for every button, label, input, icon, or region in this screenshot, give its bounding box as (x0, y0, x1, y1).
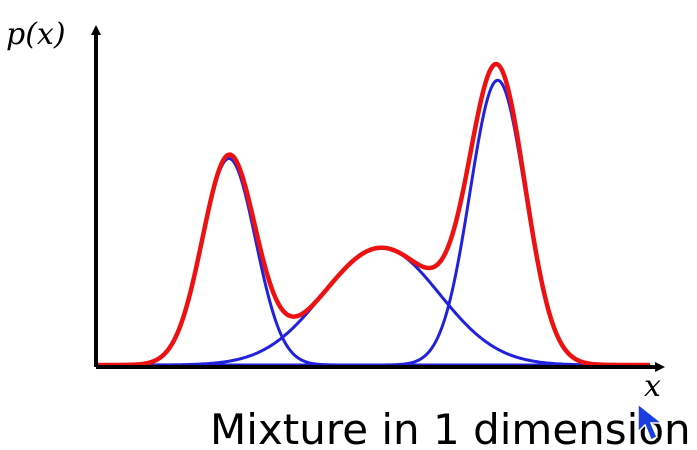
mouse-pointer-icon (637, 402, 665, 442)
y-axis-label: p(x) (6, 17, 66, 52)
component-curve-2 (96, 246, 650, 367)
caption: Mixture in 1 dimension (210, 405, 691, 450)
component-curve-3 (96, 78, 650, 367)
x-axis-label: x (644, 369, 661, 404)
curves-group (95, 61, 651, 368)
mixture-curve (95, 61, 651, 368)
